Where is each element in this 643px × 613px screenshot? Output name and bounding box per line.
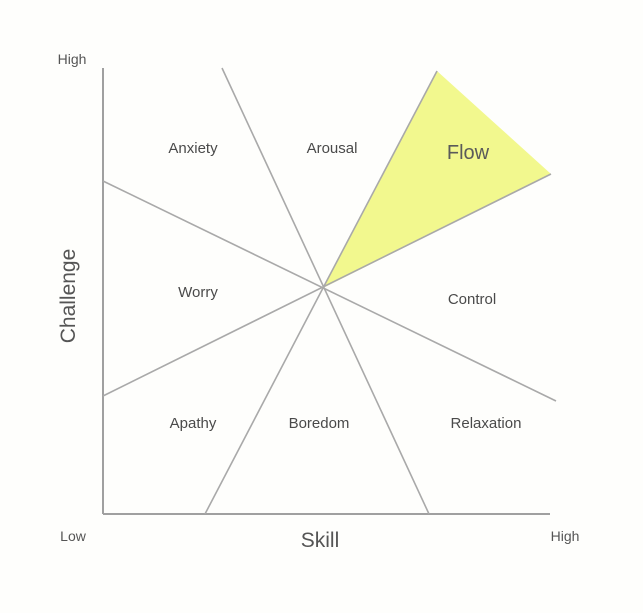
divider-boredom-apathy: [204, 287, 324, 515]
region-label-arousal: Arousal: [307, 140, 358, 157]
x-axis-title: Skill: [301, 529, 340, 552]
region-label-control: Control: [448, 291, 496, 308]
divider-arousal-anxiety: [221, 67, 430, 515]
x-high-label: High: [551, 528, 580, 544]
region-label-relaxation: Relaxation: [451, 415, 522, 432]
region-label-boredom: Boredom: [289, 415, 350, 432]
flow-region: [323, 71, 551, 288]
region-label-anxiety: Anxiety: [168, 140, 218, 157]
x-low-label: Low: [60, 528, 87, 544]
y-axis-title: Challenge: [57, 249, 80, 344]
y-high-label: High: [58, 51, 87, 67]
region-label-flow: Flow: [447, 142, 490, 164]
divider-flow-upper: [322, 70, 438, 289]
divider-flow-lower: [102, 173, 552, 397]
region-label-apathy: Apathy: [170, 415, 217, 432]
divider-worry-anxiety: [102, 180, 557, 402]
region-label-worry: Worry: [178, 284, 218, 301]
